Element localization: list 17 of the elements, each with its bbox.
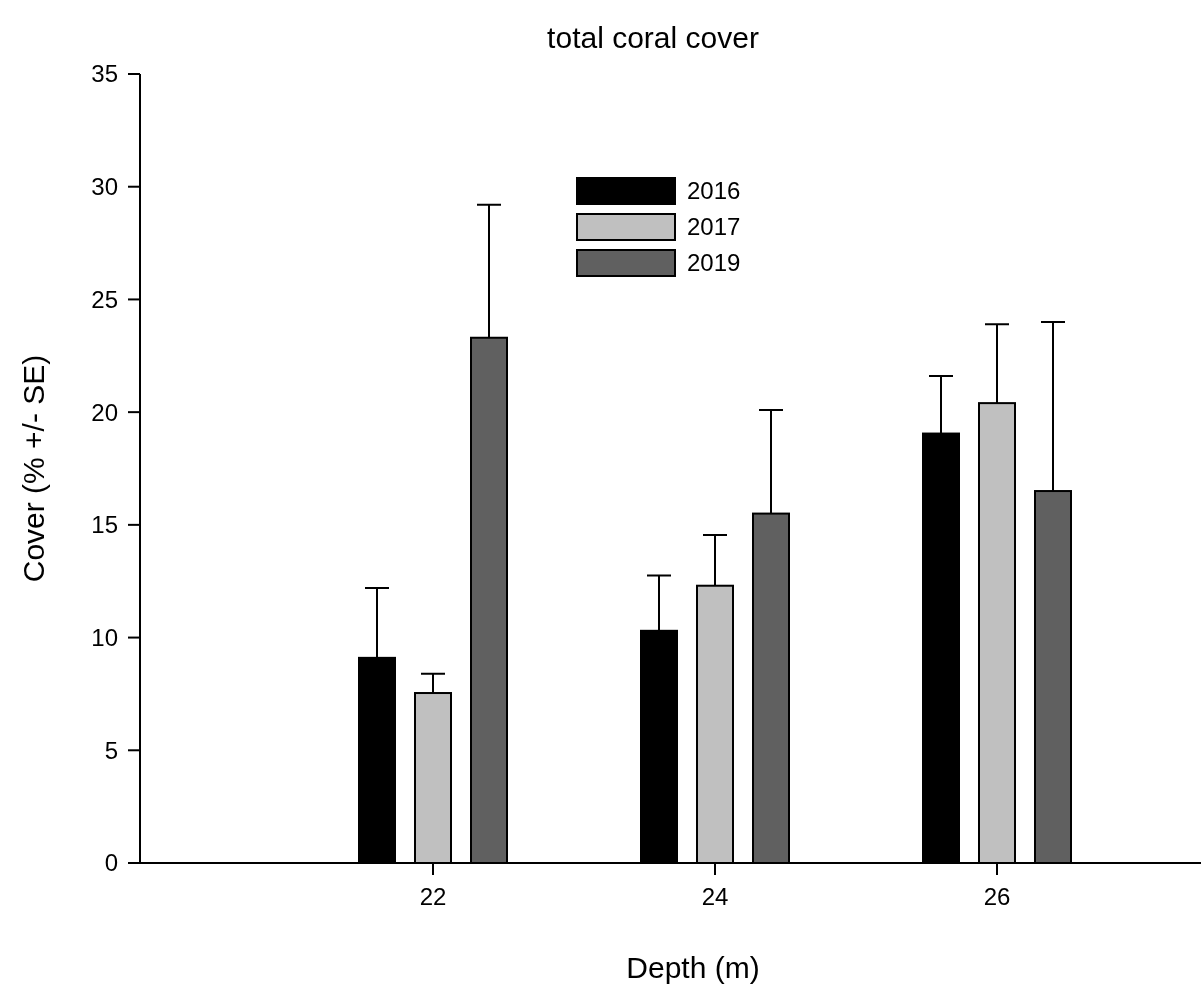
x-tick-label: 24 bbox=[701, 883, 729, 910]
legend-label: 2019 bbox=[687, 249, 741, 277]
y-tick-label: 10 bbox=[91, 623, 118, 651]
y-tick-label: 30 bbox=[91, 173, 118, 201]
y-tick-label: 25 bbox=[91, 285, 118, 313]
y-tick-label: 15 bbox=[91, 511, 118, 539]
x-tick-label: 26 bbox=[983, 883, 1011, 910]
x-axis-title: Depth (m) bbox=[626, 951, 760, 984]
legend-label: 2017 bbox=[687, 213, 741, 241]
x-tick-label: 22 bbox=[419, 883, 447, 910]
legend-label: 2016 bbox=[687, 177, 741, 205]
y-tick-label: 5 bbox=[104, 736, 118, 764]
y-tick-label: 35 bbox=[91, 60, 118, 88]
y-tick-label: 20 bbox=[91, 398, 118, 426]
chart-title: total coral cover bbox=[547, 21, 759, 54]
y-axis-title: Cover (% +/- SE) bbox=[17, 354, 50, 583]
y-tick-label: 0 bbox=[104, 849, 118, 877]
